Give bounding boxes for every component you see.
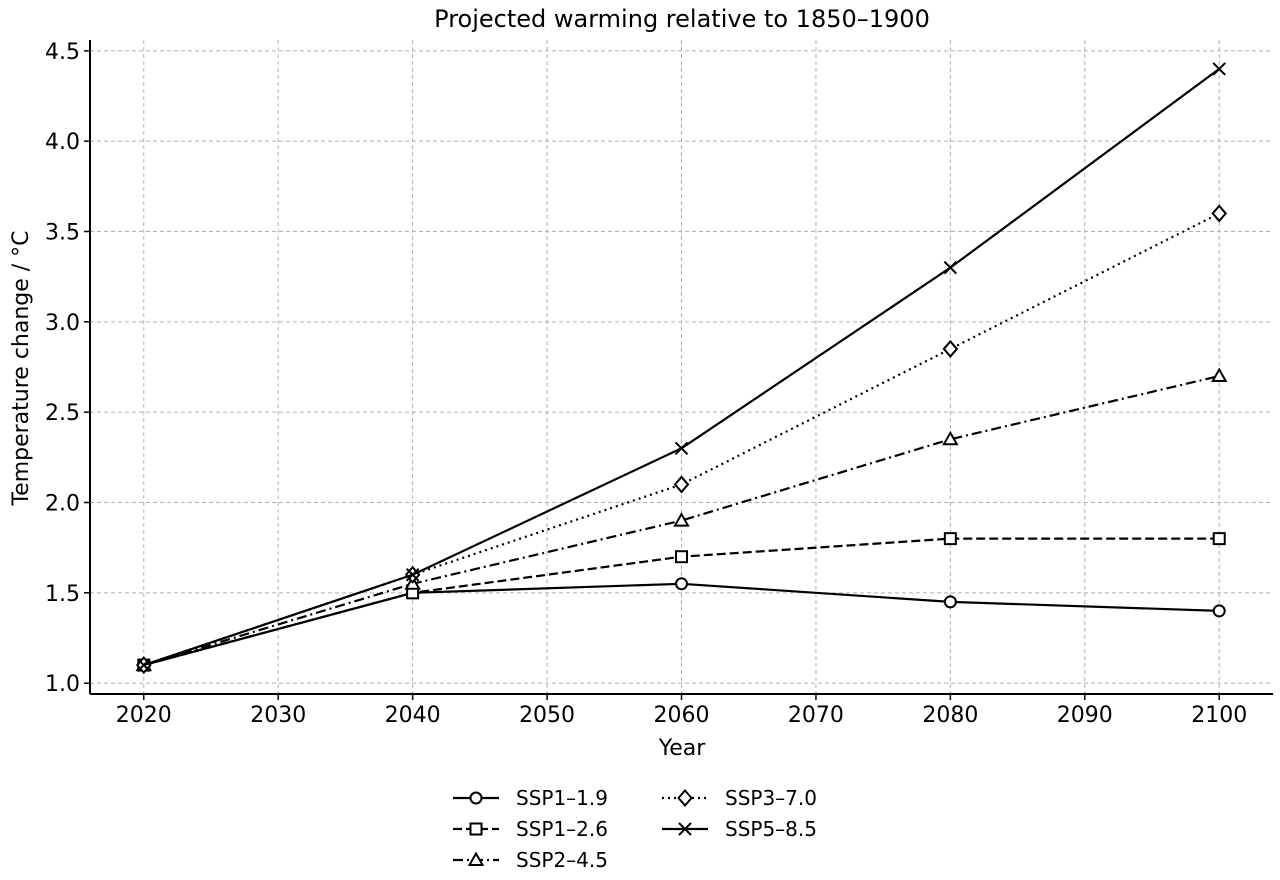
series-line — [143, 374, 1220, 667]
x-tick-label: 2080 — [922, 703, 978, 728]
legend-label: SSP1–1.9 — [516, 786, 608, 810]
x-tick-label: 2070 — [788, 703, 844, 728]
x-tick-label: 2040 — [385, 703, 441, 728]
y-tick-label: 1.0 — [45, 672, 80, 697]
legend-marker — [677, 788, 693, 808]
data-point — [1212, 532, 1226, 546]
data-point — [675, 577, 688, 591]
y-tick-label: 3.0 — [45, 311, 80, 336]
data-point — [673, 475, 690, 494]
legend-item: SSP3–7.0 — [662, 786, 817, 810]
data-point — [1212, 62, 1226, 76]
data-point — [675, 550, 688, 564]
x-tick-label: 2060 — [654, 703, 710, 728]
legend-item: SSP5–8.5 — [662, 817, 817, 841]
y-tick-label: 4.5 — [45, 40, 80, 65]
data-point — [674, 441, 689, 456]
legend-label: SSP5–8.5 — [725, 817, 817, 841]
series-SSP2–4.5 — [135, 367, 1228, 672]
grid — [90, 40, 1273, 694]
data-point — [405, 568, 420, 582]
y-tick-label: 1.5 — [45, 582, 80, 607]
data-point — [1211, 367, 1228, 383]
data-point — [942, 339, 959, 358]
data-point — [943, 260, 958, 275]
legend-marker — [469, 822, 483, 836]
x-tick-label: 2030 — [250, 703, 306, 728]
axes: 2020 2030 2040 2050 2060 2070 2080 2090 2100 1.0 1… — [45, 40, 1273, 728]
x-axis-title: Year — [658, 736, 707, 761]
series-group — [135, 62, 1228, 675]
data-point — [942, 430, 959, 446]
x-tick-label: 2100 — [1191, 703, 1247, 728]
legend: SSP1–1.9 SSP1–2.6 SSP2–4.5 SSP3–7.0 SSP5–8.5 — [453, 786, 817, 872]
data-point — [943, 532, 957, 546]
legend-label: SSP3–7.0 — [725, 786, 817, 810]
y-tick-label: 4.0 — [45, 130, 80, 155]
data-point — [1212, 604, 1226, 618]
data-point — [137, 658, 151, 672]
chart-title: Projected warming relative to 1850–1900 — [434, 5, 930, 33]
legend-item: SSP2–4.5 — [453, 848, 608, 872]
legend-marker — [469, 791, 483, 805]
data-point — [943, 595, 957, 609]
legend-item: SSP1–2.6 — [453, 817, 608, 841]
legend-item: SSP1–1.9 — [453, 786, 608, 810]
legend-label: SSP2–4.5 — [516, 848, 608, 872]
x-tick-label: 2050 — [519, 703, 575, 728]
y-tick-label: 2.5 — [45, 401, 80, 426]
series-SSP5–8.5 — [137, 62, 1226, 672]
data-point — [673, 512, 690, 527]
x-tick-label: 2090 — [1057, 703, 1113, 728]
data-point — [1211, 204, 1228, 223]
y-axis-title: Temperature change / °C — [9, 230, 34, 506]
legend-marker — [678, 822, 692, 836]
y-tick-label: 2.0 — [45, 491, 80, 516]
legend-label: SSP1–2.6 — [516, 817, 608, 841]
legend-marker — [467, 851, 485, 866]
y-tick-label: 3.5 — [45, 221, 80, 246]
x-tick-label: 2020 — [116, 703, 172, 728]
